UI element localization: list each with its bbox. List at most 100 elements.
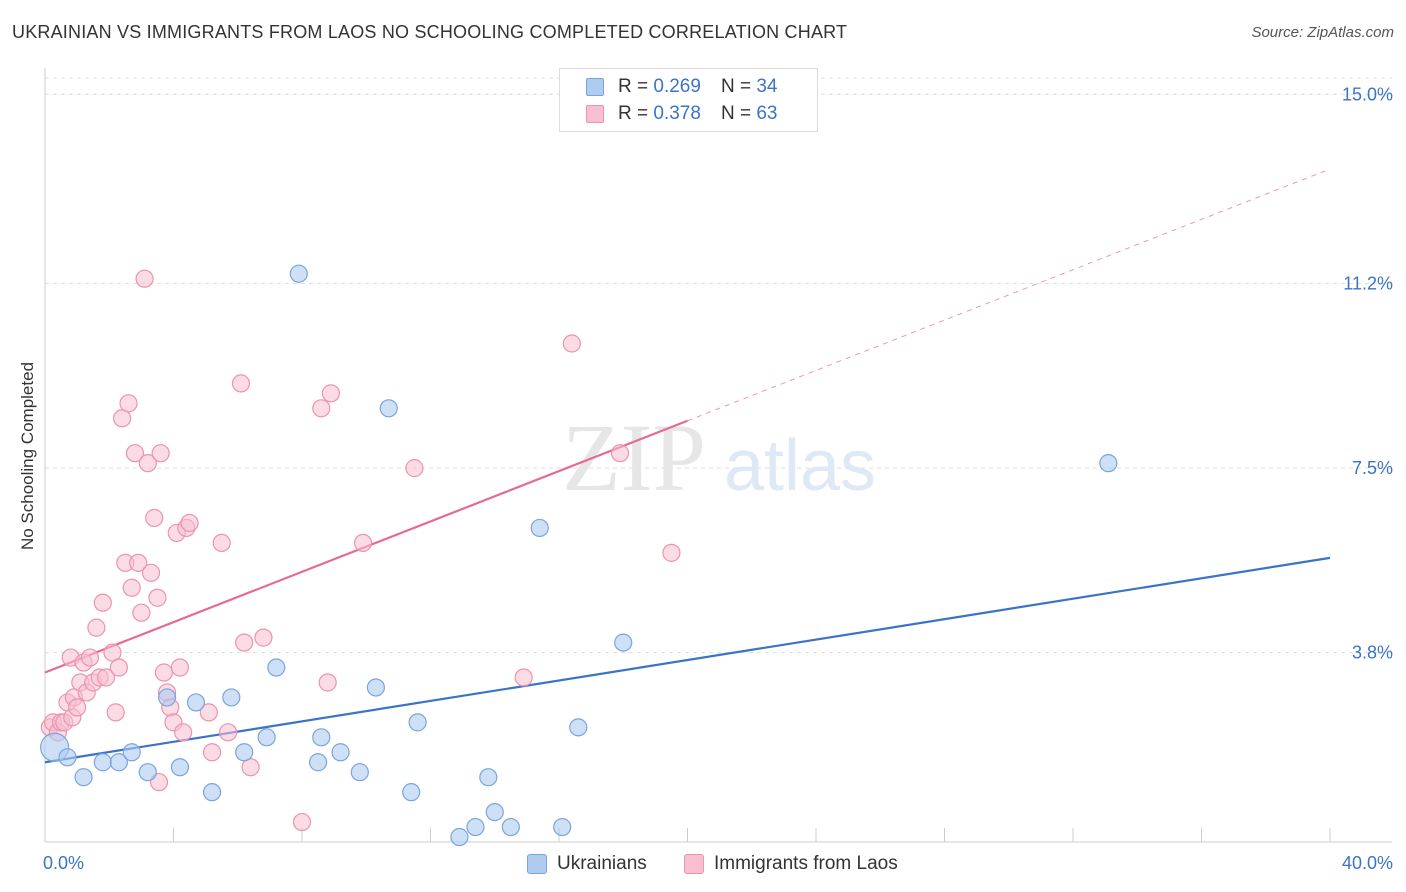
data-point-laos xyxy=(405,459,424,478)
bottom-legend-swatch-blue xyxy=(527,854,547,874)
source-label: Source: ZipAtlas.com xyxy=(1251,24,1394,41)
data-point-ukrainians xyxy=(109,753,128,772)
data-point-laos xyxy=(151,444,170,463)
data-point-ukrainians xyxy=(257,728,276,747)
data-point-ukrainians xyxy=(235,743,254,762)
data-point-ukrainians xyxy=(267,658,286,677)
data-point-laos xyxy=(312,399,331,418)
data-point-laos xyxy=(96,668,116,687)
data-point-laos xyxy=(106,703,125,722)
data-point-laos xyxy=(135,269,154,288)
bottom-legend-label: Immigrants from Laos xyxy=(714,853,898,874)
data-point-laos xyxy=(170,658,190,677)
data-point-laos xyxy=(235,633,254,652)
data-point-ukrainians xyxy=(1099,454,1118,473)
data-point-ukrainians xyxy=(366,678,385,697)
legend-r-label: R = xyxy=(618,76,649,97)
data-point-laos xyxy=(199,703,218,722)
data-point-laos xyxy=(87,618,106,637)
bottom-legend-swatch-pink xyxy=(684,854,704,874)
watermark-zip: ZIP xyxy=(562,404,706,511)
data-point-laos xyxy=(514,668,533,687)
legend-n-value: 34 xyxy=(756,76,778,97)
data-point-laos xyxy=(219,723,238,742)
data-point-laos xyxy=(254,628,273,647)
data-point-ukrainians xyxy=(157,688,177,707)
legend-r-label: R = xyxy=(618,103,649,124)
data-point-laos xyxy=(231,374,251,393)
data-point-laos xyxy=(119,394,138,413)
y-tick-label: 7.5% xyxy=(1352,458,1393,478)
data-point-ukrainians xyxy=(553,817,572,837)
data-point-ukrainians xyxy=(408,713,427,732)
axes xyxy=(44,68,1392,843)
data-point-ukrainians xyxy=(501,817,520,837)
data-point-ukrainians xyxy=(222,688,241,707)
watermark: ZIP atlas xyxy=(562,404,876,511)
data-point-ukrainians xyxy=(614,633,633,652)
data-point-laos xyxy=(562,334,581,353)
legend-swatch-pink xyxy=(586,105,604,123)
data-point-ukrainians xyxy=(379,399,398,418)
data-point-laos xyxy=(141,563,161,582)
data-point-ukrainians xyxy=(202,783,222,802)
legend-n-label: N = xyxy=(720,103,752,124)
data-point-ukrainians xyxy=(450,827,469,847)
data-point-ukrainians xyxy=(308,753,328,772)
watermark-atlas: atlas xyxy=(724,426,876,506)
legend: R = 0.269 N = 34 R = 0.378 N = 63 xyxy=(559,68,818,132)
legend-n-value: 63 xyxy=(756,103,778,124)
tick-labels: 3.8% 7.5% 11.2% 15.0% 0.0% 40.0% xyxy=(43,84,1393,873)
trend-line-ukrainians xyxy=(44,556,1331,764)
data-points xyxy=(40,264,1118,847)
data-point-ukrainians xyxy=(485,802,504,822)
data-point-laos xyxy=(129,553,148,572)
data-point-laos xyxy=(148,588,167,607)
data-point-laos xyxy=(353,533,373,553)
data-point-ukrainians xyxy=(138,763,157,782)
trend-line-laos-extension xyxy=(687,168,1331,422)
data-point-ukrainians xyxy=(186,693,206,712)
y-axis-label: No Schooling Completed xyxy=(18,362,37,550)
y-tick-label: 3.8% xyxy=(1352,643,1393,663)
grid-lines xyxy=(45,77,1392,654)
legend-n-label: N = xyxy=(720,76,752,97)
data-point-ukrainians xyxy=(289,264,308,283)
data-point-laos xyxy=(212,533,231,553)
data-point-laos xyxy=(610,444,630,463)
data-point-ukrainians xyxy=(466,817,485,837)
y-tick-label: 15.0% xyxy=(1342,84,1393,104)
bottom-legend-ukrainians: Ukrainians xyxy=(527,852,647,876)
data-point-laos xyxy=(241,758,260,777)
data-point-laos xyxy=(180,513,199,533)
data-point-laos xyxy=(202,743,222,762)
data-point-ukrainians xyxy=(402,783,421,802)
data-point-laos xyxy=(112,409,132,428)
data-point-laos xyxy=(122,578,141,597)
data-point-laos xyxy=(138,454,157,473)
data-point-ukrainians xyxy=(331,743,350,762)
data-point-laos xyxy=(321,384,341,403)
data-point-laos xyxy=(154,663,173,682)
legend-r-value: 0.378 xyxy=(653,103,701,124)
legend-row-ukrainians: R = 0.269 N = 34 xyxy=(586,75,777,99)
data-point-laos xyxy=(80,648,100,667)
data-point-ukrainians xyxy=(74,768,93,787)
data-point-ukrainians xyxy=(122,743,141,762)
data-point-ukrainians xyxy=(350,763,369,782)
data-point-ukrainians xyxy=(93,753,112,772)
data-point-ukrainians xyxy=(312,728,331,747)
bottom-legend-label: Ukrainians xyxy=(557,853,647,874)
data-point-laos xyxy=(93,593,112,612)
chart-title: UKRAINIAN VS IMMIGRANTS FROM LAOS NO SCH… xyxy=(12,22,848,42)
data-point-laos xyxy=(292,812,312,832)
bottom-legend-laos: Immigrants from Laos xyxy=(684,852,898,876)
data-point-laos xyxy=(125,444,145,463)
legend-swatch-blue xyxy=(586,78,604,96)
x-tick-label: 40.0% xyxy=(1342,853,1393,873)
data-point-laos xyxy=(174,723,193,742)
x-tick-label: 0.0% xyxy=(43,853,84,873)
data-point-ukrainians xyxy=(170,758,190,777)
data-point-laos xyxy=(109,658,128,677)
